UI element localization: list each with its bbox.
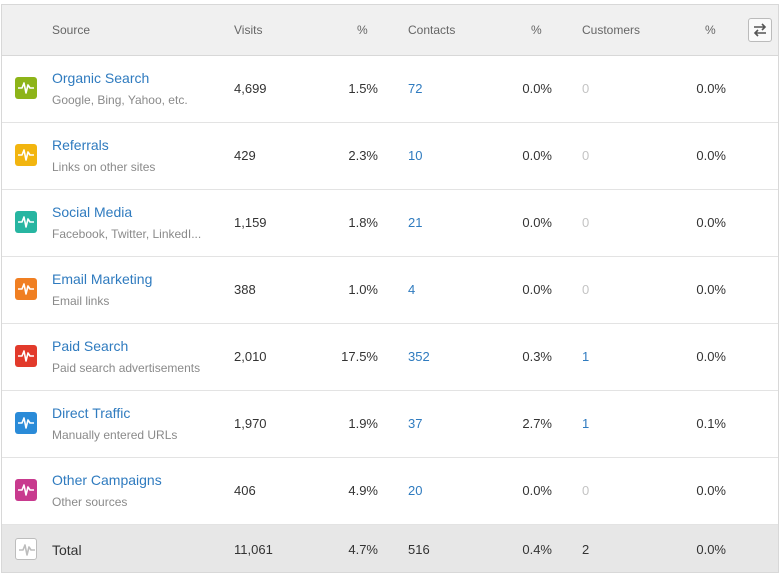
table-row: Direct Traffic Manually entered URLs 1,970… [2,391,778,458]
visits-pct-value: 17.5% [341,349,378,364]
pulse-icon [15,412,37,434]
total-contacts-pct: 0.4% [522,542,552,557]
customers-pct-value: 0.1% [696,416,726,431]
visits-value: 429 [234,148,256,163]
pulse-icon [15,538,37,560]
customers-value: 0 [582,282,590,297]
customers-value: 0 [582,483,590,498]
pulse-icon [15,77,37,99]
pulse-icon [15,144,37,166]
table-row: Paid Search Paid search advertisements 2,0… [2,324,778,391]
visits-value: 2,010 [234,349,267,364]
contacts-link[interactable]: 37 [408,416,423,431]
contacts-link[interactable]: 21 [408,215,423,230]
contacts-link[interactable]: 4 [408,282,416,297]
source-description: Links on other sites [52,160,156,174]
total-customers-pct: 0.0% [696,542,726,557]
contacts-link[interactable]: 20 [408,483,423,498]
source-description: Other sources [52,495,128,509]
source-name-link[interactable]: Organic Search [52,70,150,86]
source-description: Email links [52,294,110,308]
contacts-pct-value: 0.3% [522,349,552,364]
col-customers-pct-header[interactable]: % [705,23,716,37]
visits-pct-value: 1.5% [348,81,378,96]
source-name-link[interactable]: Email Marketing [52,271,153,287]
visits-value: 1,970 [234,416,267,431]
visits-value: 388 [234,282,256,297]
total-visits: 11,061 [234,542,273,557]
visits-pct-value: 4.9% [348,483,378,498]
contacts-link[interactable]: 10 [408,148,423,163]
contacts-pct-value: 0.0% [522,148,552,163]
col-visits-header[interactable]: Visits [234,23,263,37]
total-contacts: 516 [408,542,430,557]
col-contacts-header[interactable]: Contacts [408,23,456,37]
customers-pct-value: 0.0% [696,349,726,364]
pulse-icon [15,345,37,367]
source-description: Google, Bing, Yahoo, etc. [52,93,188,107]
visits-value: 1,159 [234,215,267,230]
source-name-link[interactable]: Other Campaigns [52,472,162,488]
customers-pct-value: 0.0% [696,215,726,230]
total-customers: 2 [582,542,590,557]
customers-value[interactable]: 1 [582,416,590,431]
col-contacts-pct-header[interactable]: % [531,23,542,37]
visits-pct-value: 1.0% [348,282,378,297]
table-header: Source Visits % Contacts % Customers % [2,5,778,56]
col-customers-header[interactable]: Customers [582,23,641,37]
col-visits-pct-header[interactable]: % [357,23,368,37]
pulse-icon [15,278,37,300]
contacts-link[interactable]: 352 [408,349,430,364]
pulse-icon [15,479,37,501]
swap-arrows-icon[interactable] [748,18,772,42]
visits-value: 406 [234,483,256,498]
customers-pct-value: 0.0% [696,483,726,498]
table-row: Social Media Facebook, Twitter, LinkedI..… [2,190,778,257]
source-description: Paid search advertisements [52,361,201,375]
contacts-pct-value: 0.0% [522,81,552,96]
customers-pct-value: 0.0% [696,81,726,96]
pulse-icon [15,211,37,233]
visits-pct-value: 1.8% [348,215,378,230]
table-row: Referrals Links on other sites 429 2.3% 10 0.… [2,123,778,190]
customers-pct-value: 0.0% [696,148,726,163]
customers-value[interactable]: 1 [582,349,590,364]
table-row: Organic Search Google, Bing, Yahoo, etc. 4… [2,56,778,123]
visits-pct-value: 1.9% [348,416,378,431]
visits-pct-value: 2.3% [348,148,378,163]
total-row: Total 11,061 4.7% 516 0.4% 2 0.0% [2,525,778,572]
total-label: Total [52,542,82,558]
contacts-pct-value: 0.0% [522,215,552,230]
customers-value: 0 [582,81,590,96]
customers-value: 0 [582,148,590,163]
source-name-link[interactable]: Referrals [52,137,109,153]
total-visits-pct: 4.7% [348,542,378,557]
source-description: Manually entered URLs [52,428,178,442]
customers-pct-value: 0.0% [696,282,726,297]
contacts-pct-value: 0.0% [522,282,552,297]
table-row: Other Campaigns Other sources 406 4.9% 20 0.0… [2,458,778,525]
source-name-link[interactable]: Social Media [52,204,133,220]
source-name-link[interactable]: Direct Traffic [52,405,131,421]
visits-value: 4,699 [234,81,267,96]
contacts-pct-value: 0.0% [522,483,552,498]
col-source-header[interactable]: Source [52,23,91,37]
table-row: Email Marketing Email links 388 1.0% 4 0.0% 0 0… [2,257,778,324]
contacts-link[interactable]: 72 [408,81,423,96]
customers-value: 0 [582,215,590,230]
contacts-pct-value: 2.7% [522,416,552,431]
source-description: Facebook, Twitter, LinkedI... [52,227,202,241]
sources-table: Source Visits % Contacts % Customers % O… [1,4,779,573]
source-name-link[interactable]: Paid Search [52,338,129,354]
